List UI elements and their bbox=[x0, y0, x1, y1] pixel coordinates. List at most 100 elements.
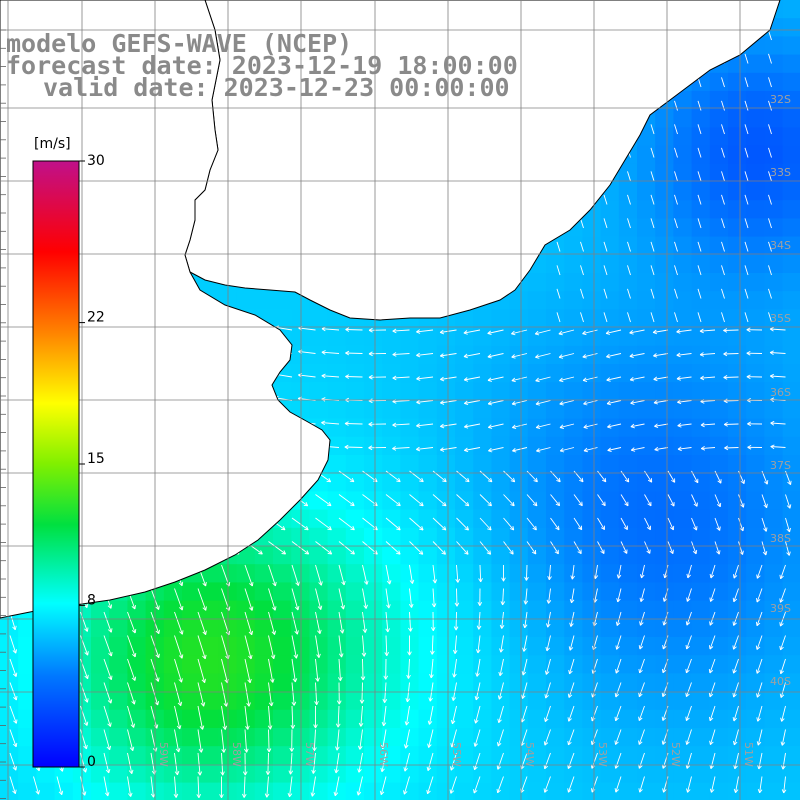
wind-cell bbox=[564, 254, 583, 274]
wind-cell bbox=[127, 709, 147, 729]
wind-cell bbox=[746, 691, 765, 711]
wind-cell bbox=[728, 327, 747, 347]
wind-cell bbox=[564, 455, 583, 474]
wind-arrow bbox=[732, 635, 739, 650]
wind-cell bbox=[345, 564, 365, 583]
wind-cell bbox=[163, 582, 183, 602]
wind-cell bbox=[618, 345, 638, 365]
wind-arrow bbox=[573, 517, 583, 531]
wind-cell bbox=[309, 309, 329, 329]
wind-arrow bbox=[779, 564, 786, 580]
wind-cell bbox=[309, 673, 329, 693]
wind-cell bbox=[327, 655, 347, 674]
wind-cell bbox=[345, 364, 365, 383]
wind-cell bbox=[400, 600, 420, 620]
wind-arrow bbox=[629, 329, 645, 335]
wind-arrow bbox=[103, 705, 112, 727]
wind-arrow bbox=[127, 658, 137, 681]
wind-arrow bbox=[357, 729, 363, 750]
wind-cell bbox=[382, 728, 401, 747]
wind-cell bbox=[455, 364, 474, 383]
wind-arrow bbox=[368, 374, 387, 380]
wind-cell bbox=[691, 509, 711, 529]
wind-cell bbox=[527, 618, 547, 638]
wind-cell bbox=[182, 709, 201, 729]
wind-arrow bbox=[700, 446, 716, 451]
wind-cell bbox=[527, 327, 547, 347]
wind-cell bbox=[618, 746, 638, 765]
wind-cell bbox=[618, 691, 638, 711]
wind-cell bbox=[491, 473, 511, 492]
wind-arrow bbox=[768, 124, 772, 135]
wind-cell bbox=[582, 436, 602, 456]
wind-cell bbox=[728, 72, 747, 92]
wind-cell bbox=[382, 418, 401, 438]
wind-arrow bbox=[173, 776, 179, 798]
wind-arrow bbox=[674, 147, 678, 158]
wind-cell bbox=[491, 309, 511, 329]
wind-cell bbox=[473, 473, 492, 492]
wind-arrow bbox=[638, 705, 645, 721]
wind-arrow bbox=[290, 705, 296, 729]
wind-cell bbox=[564, 364, 583, 383]
wind-arrow bbox=[746, 327, 763, 333]
wind-cell bbox=[473, 709, 492, 729]
wind-cell bbox=[618, 200, 638, 219]
wind-cell bbox=[127, 764, 147, 784]
wind-cell bbox=[709, 473, 729, 492]
wind-cell bbox=[473, 418, 492, 438]
wind-cell bbox=[345, 455, 365, 474]
wind-arrow bbox=[408, 611, 413, 632]
wind-arrow bbox=[9, 682, 18, 701]
wind-arrow bbox=[382, 682, 388, 703]
wind-arrow bbox=[674, 288, 678, 299]
wind-cell bbox=[382, 455, 401, 474]
wind-cell bbox=[163, 673, 183, 693]
wind-cell bbox=[764, 509, 784, 529]
wind-cell bbox=[655, 236, 674, 256]
wind-cell bbox=[418, 418, 438, 438]
wind-cell bbox=[746, 127, 765, 147]
wind-cell bbox=[364, 764, 383, 784]
wind-cell bbox=[382, 782, 401, 800]
wind-arrow bbox=[667, 541, 674, 555]
wind-arrow bbox=[501, 565, 506, 582]
wind-cell bbox=[655, 673, 674, 693]
wind-cell bbox=[400, 473, 420, 492]
wind-arrow bbox=[603, 312, 608, 323]
wind-arrow bbox=[570, 564, 575, 580]
wind-arrow bbox=[338, 494, 355, 507]
wind-arrow bbox=[757, 776, 763, 794]
wind-cell bbox=[400, 509, 420, 529]
wind-cell bbox=[618, 455, 638, 474]
wind-arrow bbox=[545, 611, 551, 628]
wind-arrow bbox=[335, 705, 341, 728]
wind-cell bbox=[564, 746, 583, 765]
wind-cell bbox=[345, 600, 365, 620]
wind-cell bbox=[655, 455, 674, 474]
wind-arrow bbox=[416, 329, 434, 334]
wind-cell bbox=[782, 582, 800, 602]
wind-cell bbox=[491, 564, 511, 583]
wind-cell bbox=[728, 254, 747, 274]
wind-cell bbox=[254, 709, 274, 729]
wind-cell bbox=[491, 455, 511, 474]
wind-arrow bbox=[559, 423, 575, 430]
wind-cell bbox=[764, 200, 784, 219]
wind-arrow bbox=[474, 705, 481, 724]
wind-arrow bbox=[403, 729, 410, 749]
wind-cell bbox=[364, 782, 383, 800]
wind-arrow bbox=[721, 312, 725, 323]
wind-arrow bbox=[409, 517, 424, 531]
wind-cell bbox=[509, 455, 529, 474]
wind-cell bbox=[728, 309, 747, 329]
wind-arrow bbox=[291, 635, 299, 659]
wind-cell bbox=[691, 728, 711, 747]
wind-cell bbox=[327, 382, 347, 401]
wind-cell bbox=[182, 655, 201, 674]
wind-cell bbox=[436, 491, 456, 511]
wind-cell bbox=[236, 673, 256, 693]
wind-cell bbox=[655, 218, 674, 238]
wind-cell bbox=[655, 582, 674, 602]
